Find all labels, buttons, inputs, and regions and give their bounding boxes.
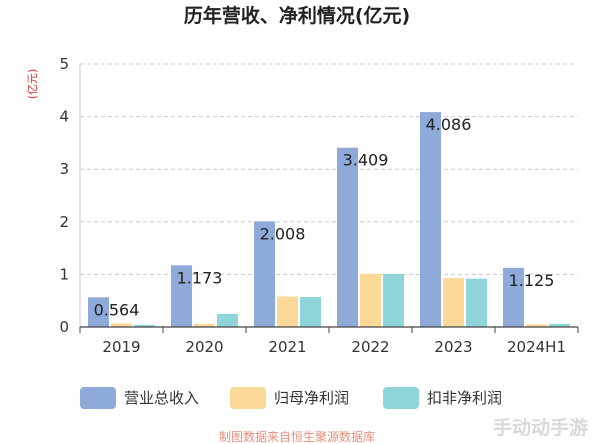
bar-2-2024H1 — [526, 324, 547, 327]
y-tick-label: 4 — [59, 108, 69, 126]
y-tick-label: 0 — [59, 318, 69, 336]
grid-lines — [79, 63, 578, 327]
y-axis-label: (亿元) — [26, 69, 39, 100]
legend-swatch — [80, 387, 116, 409]
bar-2-2022 — [360, 273, 381, 327]
x-axis: 2019 2020 2021 2022 2023 2024H1 — [79, 326, 579, 356]
data-label: 3.409 — [343, 151, 389, 170]
data-labels: 0.564 1.173 2.008 3.409 4.086 1.125 — [94, 115, 555, 319]
y-tick-label: 1 — [59, 265, 69, 283]
bar-1-2023 — [420, 112, 441, 327]
bar-1-2024H1 — [503, 267, 524, 327]
bar-1-2021 — [254, 221, 275, 327]
watermark-text: 手动动手游 — [493, 416, 588, 439]
bar-1-2020 — [171, 265, 192, 327]
source-note: 制图数据来自恒生聚源数据库 — [219, 429, 375, 444]
bar-3-2019 — [134, 324, 155, 327]
bar-1-2019 — [88, 297, 109, 327]
legend-label: 扣非净利润 — [427, 389, 502, 407]
y-tick-labels: 0 1 2 3 4 5 — [59, 55, 69, 336]
bar-3-2022 — [383, 273, 404, 327]
x-tick-label: 2022 — [351, 338, 389, 356]
bar-1-2022 — [337, 147, 358, 327]
bar-2-2020 — [194, 323, 215, 327]
chart-title: 历年营收、净利情况(亿元) — [184, 4, 410, 27]
x-tick-label: 2021 — [268, 338, 306, 356]
legend-swatch — [230, 387, 266, 409]
legend-label: 营业总收入 — [124, 389, 199, 407]
data-label: 1.173 — [177, 268, 223, 287]
bar-2-2019 — [111, 323, 132, 327]
x-tick-label: 2024H1 — [507, 338, 566, 356]
x-tick-label: 2023 — [434, 338, 472, 356]
data-label: 0.564 — [94, 300, 140, 319]
bar-2-2023 — [443, 278, 464, 327]
bars — [88, 112, 570, 327]
bar-3-2024H1 — [549, 323, 570, 327]
y-tick-label: 5 — [59, 55, 69, 73]
data-label: 4.086 — [426, 115, 472, 134]
bar-3-2021 — [300, 297, 321, 327]
y-tick-label: 2 — [59, 213, 69, 231]
data-label: 2.008 — [260, 224, 306, 243]
legend: 营业总收入 归母净利润 扣非净利润 — [80, 387, 502, 409]
bar-3-2020 — [217, 313, 238, 327]
bar-2-2021 — [277, 296, 298, 327]
x-tick-label: 2019 — [102, 338, 140, 356]
bar-3-2023 — [466, 278, 487, 327]
data-label: 1.125 — [509, 271, 555, 290]
x-tick-label: 2020 — [185, 338, 223, 356]
legend-swatch — [383, 387, 419, 409]
y-tick-label: 3 — [59, 160, 69, 178]
legend-label: 归母净利润 — [274, 389, 349, 407]
